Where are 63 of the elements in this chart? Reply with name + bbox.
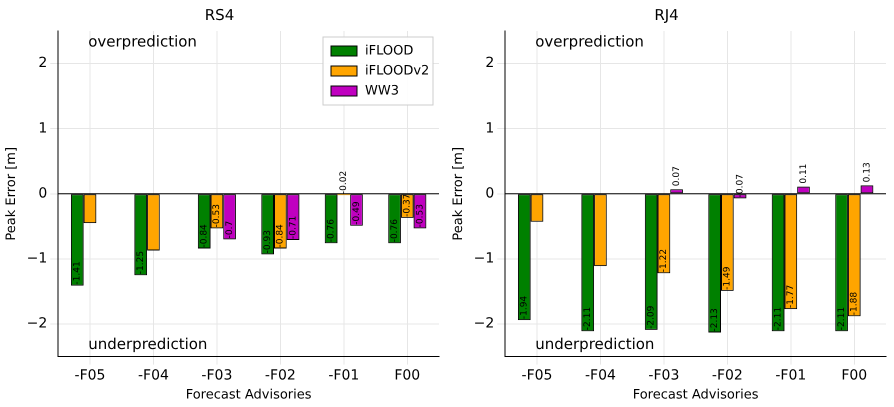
x-tick-label: -F05 <box>74 368 106 384</box>
data-label: -0.76 <box>390 218 400 242</box>
data-label: -1.41 <box>72 261 83 285</box>
data-label: -0.84 <box>200 224 210 248</box>
legend-label: WW3 <box>365 83 399 98</box>
data-label: -0.02 <box>339 170 350 194</box>
x-tick-label: -F01 <box>775 368 806 384</box>
data-label: -0.84 <box>276 224 286 248</box>
annotation: overprediction <box>88 32 197 50</box>
data-label: -0.7 <box>224 220 235 238</box>
data-label: -1.49 <box>722 266 733 290</box>
y-tick-label: 1 <box>38 120 48 136</box>
x-tick-label: F00 <box>394 368 420 384</box>
x-tick-label: -F04 <box>584 368 616 384</box>
y-tick-label: −1 <box>474 250 494 267</box>
data-label: 0.11 <box>798 164 809 184</box>
data-label: 0.07 <box>672 166 682 186</box>
annotation: underprediction <box>535 334 654 353</box>
data-label: -2.11 <box>583 306 594 330</box>
x-tick-label: -F03 <box>201 368 232 384</box>
y-tick-label: 0 <box>485 185 494 202</box>
chart-title: RS4 <box>204 6 234 24</box>
data-label: -0.53 <box>415 204 426 228</box>
data-label: -2.09 <box>646 305 657 329</box>
data-label: -2.11 <box>836 306 847 330</box>
data-label: -1.94 <box>520 296 530 320</box>
data-label: -0.53 <box>212 204 222 228</box>
x-tick-label: -F02 <box>712 368 743 384</box>
data-label: -2.13 <box>710 308 720 332</box>
data-label: -1.77 <box>786 284 796 308</box>
legend-label: iFLOOD <box>365 43 414 58</box>
data-label: -1.25 <box>136 250 146 274</box>
data-label: -0.07 <box>735 174 746 198</box>
x-tick-label: -F05 <box>522 368 552 384</box>
data-label: -1.22 <box>659 248 670 272</box>
x-axis-title: Forecast Advisories <box>632 388 759 403</box>
x-tick-label: F00 <box>841 368 868 384</box>
data-label: -1.88 <box>850 292 860 316</box>
data-label: -0.49 <box>352 201 362 225</box>
data-label: -0.37 <box>402 194 413 217</box>
y-tick-label: −2 <box>474 316 494 332</box>
data-label: -0.76 <box>326 218 336 242</box>
x-axis-title: Forecast Advisories <box>186 388 312 403</box>
x-tick-label: -F03 <box>648 368 680 384</box>
y-tick-label: 2 <box>38 55 48 72</box>
x-tick-label: -F02 <box>264 368 296 384</box>
x-tick-label: -F01 <box>328 368 360 384</box>
y-tick-label: −1 <box>26 250 48 267</box>
annotation: underprediction <box>88 334 208 353</box>
data-label: -0.71 <box>288 216 298 240</box>
data-label: -2.11 <box>773 306 784 330</box>
y-axis-title: Peak Error [m] <box>451 146 466 241</box>
y-tick-label: 2 <box>485 55 494 72</box>
y-tick-label: 0 <box>38 185 48 202</box>
data-label: 0.13 <box>862 162 872 182</box>
data-label: -0.93 <box>263 230 273 254</box>
y-tick-label: 1 <box>485 120 494 136</box>
y-axis-title: Peak Error [m] <box>4 146 20 241</box>
legend-label: iFLOODv2 <box>365 63 430 78</box>
chart-title: RJ4 <box>654 6 679 24</box>
x-tick-label: -F04 <box>138 368 169 384</box>
y-tick-label: −2 <box>26 316 48 332</box>
annotation: overprediction <box>535 32 644 50</box>
